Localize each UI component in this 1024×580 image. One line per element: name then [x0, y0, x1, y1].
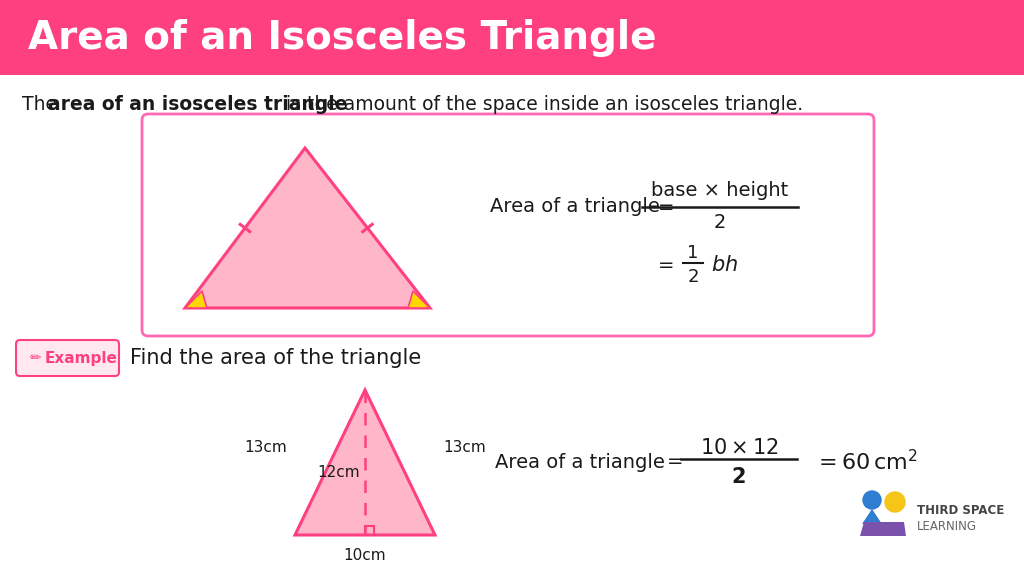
Text: 2: 2 — [714, 213, 726, 233]
Text: The: The — [22, 96, 63, 114]
Text: Area of an Isosceles Triangle: Area of an Isosceles Triangle — [28, 19, 656, 57]
FancyBboxPatch shape — [142, 114, 874, 336]
Text: THIRD SPACE: THIRD SPACE — [918, 503, 1005, 517]
Text: $= 60\,\mathrm{cm}^2$: $= 60\,\mathrm{cm}^2$ — [814, 450, 918, 474]
Text: Find the area of the triangle: Find the area of the triangle — [130, 348, 421, 368]
Text: LEARNING: LEARNING — [918, 520, 977, 532]
Text: Area of a triangle: Area of a triangle — [495, 452, 665, 472]
Text: 2: 2 — [732, 467, 746, 487]
Text: is the amount of the space inside an isosceles triangle.: is the amount of the space inside an iso… — [280, 96, 803, 114]
Text: 13cm: 13cm — [443, 440, 485, 455]
Text: =: = — [658, 256, 675, 274]
Polygon shape — [408, 291, 430, 308]
Text: 12cm: 12cm — [317, 465, 360, 480]
Text: 2: 2 — [687, 268, 698, 286]
Text: area of an isosceles triangle: area of an isosceles triangle — [48, 96, 347, 114]
Polygon shape — [295, 390, 435, 535]
Text: base × height: base × height — [651, 182, 788, 201]
Text: Example: Example — [45, 350, 118, 365]
Text: =: = — [667, 452, 683, 472]
Circle shape — [863, 491, 881, 509]
Text: ✏: ✏ — [30, 351, 42, 365]
Bar — [365, 526, 374, 535]
FancyBboxPatch shape — [16, 340, 119, 376]
Polygon shape — [860, 522, 906, 536]
FancyBboxPatch shape — [0, 0, 1024, 75]
Text: 13cm: 13cm — [245, 440, 287, 455]
Circle shape — [885, 492, 905, 512]
Text: =: = — [658, 198, 675, 216]
Text: $10 \times 12$: $10 \times 12$ — [699, 438, 778, 458]
Text: $bh$: $bh$ — [711, 255, 738, 275]
Text: 10cm: 10cm — [344, 548, 386, 563]
Text: 1: 1 — [687, 244, 698, 262]
Polygon shape — [185, 148, 430, 308]
Text: Area of a triangle: Area of a triangle — [490, 198, 659, 216]
Polygon shape — [185, 291, 207, 308]
Polygon shape — [862, 509, 882, 524]
